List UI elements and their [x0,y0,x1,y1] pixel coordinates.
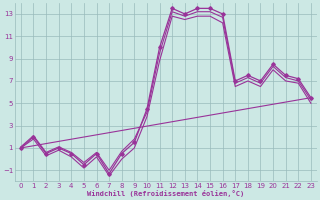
X-axis label: Windchill (Refroidissement éolien,°C): Windchill (Refroidissement éolien,°C) [87,190,244,197]
